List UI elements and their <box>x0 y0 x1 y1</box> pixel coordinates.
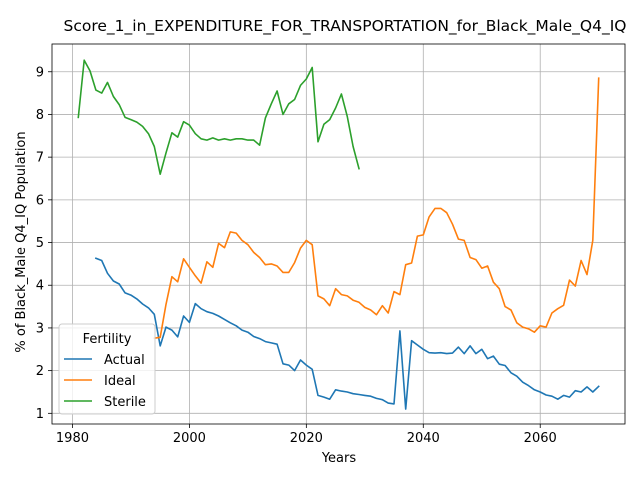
y-tick-label: 7 <box>36 151 44 166</box>
series-line-ideal <box>153 77 600 340</box>
y-tick-label: 9 <box>36 65 44 80</box>
y-tick-label: 1 <box>36 407 44 422</box>
plot-area-frame <box>51 43 626 425</box>
x-tick-label: 2040 <box>407 431 440 446</box>
legend-label-ideal: Ideal <box>104 374 136 389</box>
legend-label-actual: Actual <box>104 353 145 368</box>
legend: Fertility Actual Ideal Sterile <box>58 323 156 415</box>
y-tick-label: 4 <box>36 279 44 294</box>
y-tick-label: 8 <box>36 108 44 123</box>
legend-label-sterile: Sterile <box>104 395 146 410</box>
series-lines <box>77 59 600 410</box>
series-line-sterile <box>77 59 360 175</box>
chart-title: Score_1_in_EXPENDITURE_FOR_TRANSPORTATIO… <box>64 17 627 36</box>
y-tick-label: 5 <box>36 236 44 251</box>
series-line-actual <box>94 257 600 410</box>
x-axis-label: Years <box>321 451 357 466</box>
x-tick-label: 2000 <box>173 431 206 446</box>
y-tick-label: 2 <box>36 364 44 379</box>
y-tick-label: 3 <box>36 321 44 336</box>
y-tick-label: 6 <box>36 193 44 208</box>
legend-box <box>58 323 156 415</box>
legend-items: Actual Ideal Sterile <box>64 353 146 410</box>
y-axis-label: % of Black_Male Q4_IQ Population <box>14 131 29 352</box>
legend-title: Fertility <box>83 332 132 347</box>
x-tick-label: 1980 <box>56 431 89 446</box>
x-tick-label: 2020 <box>290 431 323 446</box>
axis-ticks: 1980 2000 2020 2040 2060 1 2 3 4 5 6 7 8 9 <box>36 65 557 446</box>
x-tick-label: 2060 <box>524 431 557 446</box>
